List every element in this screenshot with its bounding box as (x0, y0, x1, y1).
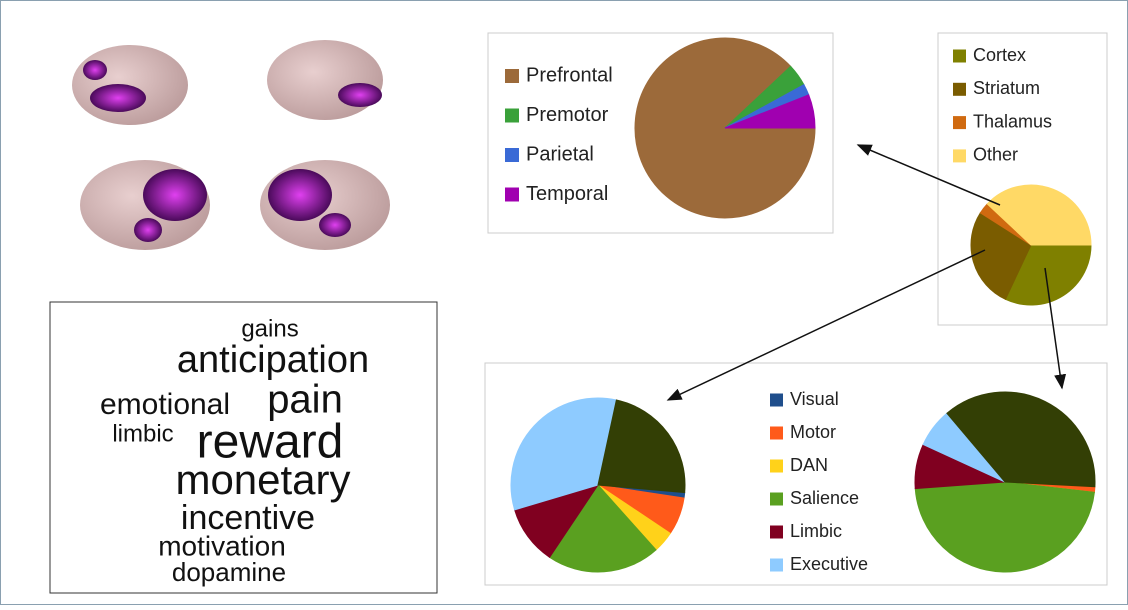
legend-label: DAN (790, 455, 828, 475)
pie-slice (1004, 244, 1092, 306)
word: monetary (175, 456, 350, 503)
word: anticipation (177, 339, 369, 381)
arrows (666, 144, 1067, 401)
panel (484, 362, 1108, 586)
legend-swatch (770, 525, 783, 539)
word: gains (241, 315, 298, 342)
legend-label: Visual (790, 389, 839, 409)
legend-swatch (770, 558, 783, 572)
pie-slice (510, 397, 617, 511)
legend-swatch (953, 149, 966, 163)
legend-label: Prefrontal (526, 64, 613, 86)
pie-slice (946, 391, 1096, 488)
legend-label: Salience (790, 488, 859, 508)
legend-swatch (953, 116, 966, 130)
word-cloud-box (49, 301, 438, 594)
legend-swatch (505, 148, 519, 162)
legend-swatch (770, 459, 783, 473)
pie-slice (597, 399, 686, 494)
panel (487, 32, 834, 234)
legend-label: Limbic (790, 521, 842, 541)
legend-swatch (505, 69, 519, 83)
legend-swatch (953, 82, 966, 96)
word: dopamine (172, 557, 286, 587)
pie-slice (914, 481, 1095, 573)
pie-slice (986, 184, 1092, 246)
word: incentive (181, 499, 315, 537)
pie-slice (548, 484, 657, 573)
word: motivation (158, 530, 286, 561)
legend-label: Motor (790, 422, 836, 442)
legend-label: Thalamus (973, 111, 1052, 131)
legend-swatch (770, 426, 783, 440)
pie-slice (724, 94, 816, 129)
word: limbic (112, 420, 173, 447)
legend-swatch (770, 393, 783, 407)
brain-images (72, 40, 390, 250)
legend-label: Other (973, 145, 1018, 165)
word: pain (267, 378, 343, 422)
pie-slice (970, 212, 1032, 300)
word: emotional (100, 388, 230, 421)
legend-label: Premotor (526, 104, 609, 126)
legend-label: Striatum (973, 78, 1040, 98)
legend-swatch (953, 49, 966, 63)
word: reward (197, 416, 344, 469)
legend-swatch (505, 108, 519, 123)
legend-label: Executive (790, 554, 868, 574)
legend-label: Parietal (526, 143, 594, 165)
legend-swatch (505, 187, 519, 202)
legend-label: Temporal (526, 183, 608, 205)
legend-swatch (770, 492, 783, 506)
legend-label: Cortex (973, 45, 1026, 65)
